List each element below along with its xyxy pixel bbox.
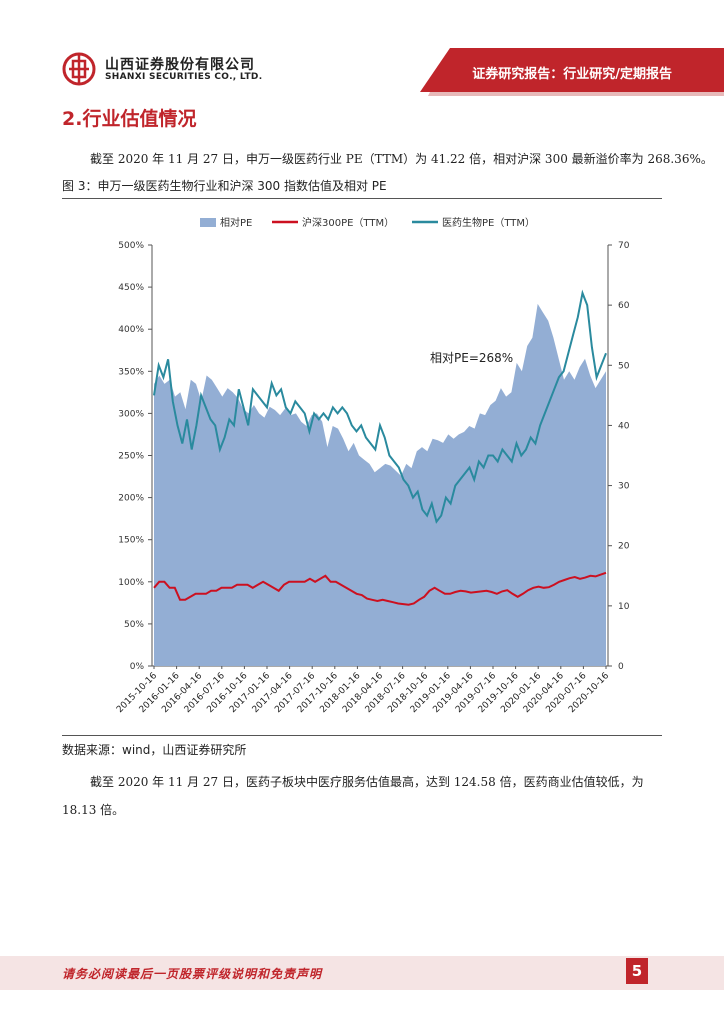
company-logo-icon [62, 52, 96, 86]
right-tick-label: 70 [618, 241, 630, 251]
legend-label-pharma: 医药生物PE（TTM） [442, 216, 535, 229]
data-source: 数据来源：wind，山西证券研究所 [62, 743, 247, 757]
right-tick-label: 0 [618, 662, 624, 672]
company-name-cn: 山西证券股份有限公司 [105, 57, 255, 73]
left-tick-label: 200% [118, 494, 144, 504]
page-header: 山西证券股份有限公司 SHANXI SECURITIES CO., LTD. 证… [0, 0, 724, 100]
page-footer [0, 956, 724, 990]
right-tick-label: 10 [618, 602, 630, 612]
x-axis-ticks: 2015-10-162016-01-162016-04-162016-07-16… [115, 666, 611, 715]
valuation-chart: 相对PE 沪深300PE（TTM） 医药生物PE（TTM） 0% 50% 100% 1… [115, 216, 630, 715]
paragraph-1: 截至 2020 年 11 月 27 日，申万一级医药行业 PE（TTM）为 41… [90, 152, 713, 166]
right-tick-label: 30 [618, 482, 630, 492]
divider-top [62, 198, 662, 199]
legend-swatch-relative [200, 218, 216, 227]
header-banner [420, 48, 724, 96]
left-tick-label: 0% [130, 662, 145, 672]
right-tick-label: 20 [618, 542, 630, 552]
report-type: 证券研究报告：行业研究/定期报告 [472, 67, 672, 82]
figure-caption: 图 3：申万一级医药生物行业和沪深 300 指数估值及相对 PE [62, 179, 387, 193]
left-tick-label: 50% [124, 620, 144, 630]
left-tick-label: 150% [118, 536, 144, 546]
left-tick-label: 500% [118, 241, 144, 251]
paragraph-2: 截至 2020 年 11 月 27 日，医药子板块中医疗服务估值最高，达到 12… [62, 775, 644, 817]
left-tick-label: 400% [118, 325, 144, 335]
left-tick-label: 350% [118, 367, 144, 377]
right-tick-label: 40 [618, 421, 630, 431]
section-title: 2.行业估值情况 [62, 108, 197, 130]
series-pharma-pe-line [153, 289, 607, 524]
left-tick-label: 300% [118, 409, 144, 419]
series-hs300-pe-line [153, 571, 607, 606]
divider-bottom [62, 735, 662, 736]
legend-label-hs300: 沪深300PE（TTM） [302, 216, 394, 229]
left-tick-label: 450% [118, 283, 144, 293]
chart-legend: 相对PE 沪深300PE（TTM） 医药生物PE（TTM） [200, 216, 535, 229]
right-tick-label: 60 [618, 301, 630, 311]
chart-annotation: 相对PE=268% [430, 351, 513, 365]
right-tick-label: 50 [618, 361, 630, 371]
company-name-en: SHANXI SECURITIES CO., LTD. [105, 72, 263, 82]
footer-disclaimer: 请务必阅读最后一页股票评级说明和免责声明 [62, 967, 323, 981]
left-tick-label: 100% [118, 578, 144, 588]
page-number: 5 [626, 958, 648, 984]
series-relative-pe-area [154, 303, 606, 666]
left-tick-label: 250% [118, 452, 144, 462]
legend-label-relative: 相对PE [220, 216, 252, 229]
